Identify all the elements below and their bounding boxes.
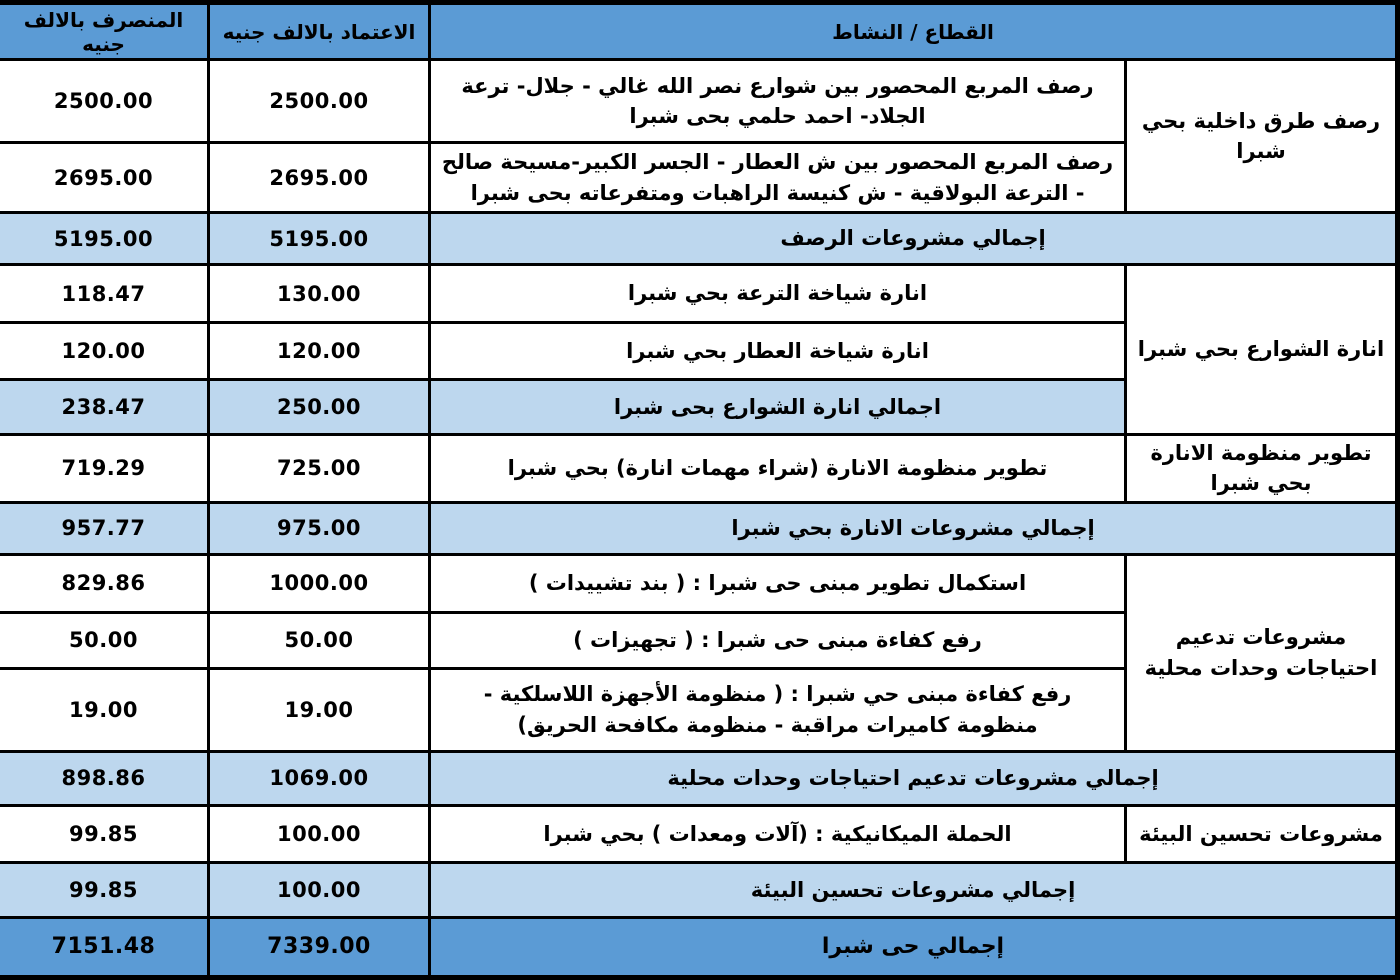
sector-cell-local-units: مشروعات تدعيم احتياجات وحدات محلية — [1124, 552, 1399, 753]
credit-cell: 19.00 — [207, 666, 431, 753]
sector-cell-environment: مشروعات تحسين البيئة — [1124, 803, 1399, 864]
sector-cell-paving: رصف طرق داخلية بحي شبرا — [1124, 58, 1399, 214]
credit-cell: 2695.00 — [207, 141, 431, 214]
spent-cell: 50.00 — [0, 610, 210, 670]
activity-cell: انارة شياخة العطار بحي شبرا — [428, 321, 1127, 381]
spent-cell: 957.77 — [0, 500, 210, 556]
credit-cell: 2500.00 — [207, 58, 431, 144]
credit-cell: 7339.00 — [207, 915, 431, 979]
row-subtotal-street-lighting: اجمالي انارة الشوارع بحى شبرا 250.00 238… — [0, 378, 1398, 436]
row-subtotal-local-units: إجمالي مشروعات تدعيم احتياجات وحدات محلي… — [0, 749, 1399, 807]
subtotal-label-cell: اجمالي انارة الشوارع بحى شبرا — [428, 378, 1127, 436]
credit-cell: 120.00 — [207, 321, 431, 381]
spent-cell: 719.29 — [0, 433, 210, 504]
subtotal-label-cell: إجمالي مشروعات الرصف — [428, 211, 1399, 266]
activity-cell: رصف المربع المحصور بين ش العطار - الجسر … — [428, 141, 1127, 214]
activity-cell: رفع كفاءة مبنى حى شبرا : ( تجهيزات ) — [428, 610, 1127, 670]
row-subtotal-environment: إجمالي مشروعات تحسين البيئة 100.00 99.85 — [0, 860, 1399, 919]
sector-cell-lighting-system: تطوير منظومة الانارة بحي شبرا — [1124, 433, 1399, 504]
credit-cell: 130.00 — [207, 263, 431, 324]
activity-cell: انارة شياخة الترعة بحي شبرا — [428, 263, 1127, 324]
spent-cell: 5195.00 — [0, 211, 210, 266]
grand-total-label-cell: إجمالي حى شبرا — [428, 915, 1399, 979]
credit-cell: 5195.00 — [207, 211, 431, 266]
spent-cell: 99.85 — [0, 803, 210, 864]
col-header-sector-activity: القطاع / النشاط — [428, 1, 1399, 61]
col-header-spent: المنصرف بالالف جنيه — [0, 1, 210, 61]
credit-cell: 975.00 — [207, 500, 431, 556]
sector-cell-street-lighting: انارة الشوارع بحي شبرا — [1124, 263, 1399, 436]
spent-cell: 118.47 — [0, 263, 210, 324]
subtotal-label-cell: إجمالي مشروعات تدعيم احتياجات وحدات محلي… — [428, 749, 1399, 807]
subtotal-label-cell: إجمالي مشروعات تحسين البيئة — [428, 860, 1399, 919]
row-grand-total-shubra: إجمالي حى شبرا 7339.00 7151.48 — [0, 915, 1399, 979]
col-header-credit: الاعتماد بالالف جنيه — [207, 1, 431, 61]
row-lighting-2: انارة شياخة العطار بحي شبرا 120.00 120.0… — [0, 321, 1398, 381]
spent-cell: 2695.00 — [0, 141, 210, 214]
credit-cell: 1000.00 — [207, 552, 431, 614]
subtotal-label-cell: إجمالي مشروعات الانارة بحي شبرا — [428, 500, 1399, 556]
row-local-units-3: رفع كفاءة مبنى حي شبرا : ( منظومة الأجهز… — [0, 666, 1398, 753]
row-lighting-system: تطوير منظومة الانارة بحي شبرا تطوير منظو… — [0, 433, 1399, 504]
spent-cell: 829.86 — [0, 552, 210, 614]
spent-cell: 99.85 — [0, 860, 210, 919]
activity-cell: الحملة الميكانيكية : (آلات ومعدات ) بحي … — [428, 803, 1127, 864]
row-subtotal-lighting: إجمالي مشروعات الانارة بحي شبرا 975.00 9… — [0, 500, 1399, 556]
credit-cell: 50.00 — [207, 610, 431, 670]
activity-cell: تطوير منظومة الانارة (شراء مهمات انارة) … — [428, 433, 1127, 504]
spent-cell: 2500.00 — [0, 58, 210, 144]
header-row: القطاع / النشاط الاعتماد بالالف جنيه الم… — [0, 1, 1399, 61]
credit-cell: 725.00 — [207, 433, 431, 504]
activity-cell: رفع كفاءة مبنى حي شبرا : ( منظومة الأجهز… — [428, 666, 1127, 753]
activity-cell: رصف المربع المحصور بين شوارع نصر الله غا… — [428, 58, 1127, 144]
spent-cell: 19.00 — [0, 666, 210, 753]
spent-cell: 7151.48 — [0, 915, 210, 979]
spent-cell: 898.86 — [0, 749, 210, 807]
credit-cell: 100.00 — [207, 803, 431, 864]
credit-cell: 250.00 — [207, 378, 431, 436]
spent-cell: 120.00 — [0, 321, 210, 381]
activity-cell: استكمال تطوير مبنى حى شبرا : ( بند تشييد… — [428, 552, 1127, 614]
row-local-units-1: مشروعات تدعيم احتياجات وحدات محلية استكم… — [0, 552, 1399, 753]
row-lighting-1: انارة الشوارع بحي شبرا انارة شياخة الترع… — [0, 263, 1399, 436]
credit-cell: 1069.00 — [207, 749, 431, 807]
row-subtotal-paving: إجمالي مشروعات الرصف 5195.00 5195.00 — [0, 211, 1399, 266]
row-paving-2: رصف المربع المحصور بين ش العطار - الجسر … — [0, 141, 1398, 214]
credit-cell: 100.00 — [207, 860, 431, 919]
spent-cell: 238.47 — [0, 378, 210, 436]
row-paving-1: رصف طرق داخلية بحي شبرا رصف المربع المحص… — [0, 58, 1399, 214]
row-environment-1: مشروعات تحسين البيئة الحملة الميكانيكية … — [0, 803, 1399, 864]
row-local-units-2: رفع كفاءة مبنى حى شبرا : ( تجهيزات ) 50.… — [0, 610, 1398, 670]
